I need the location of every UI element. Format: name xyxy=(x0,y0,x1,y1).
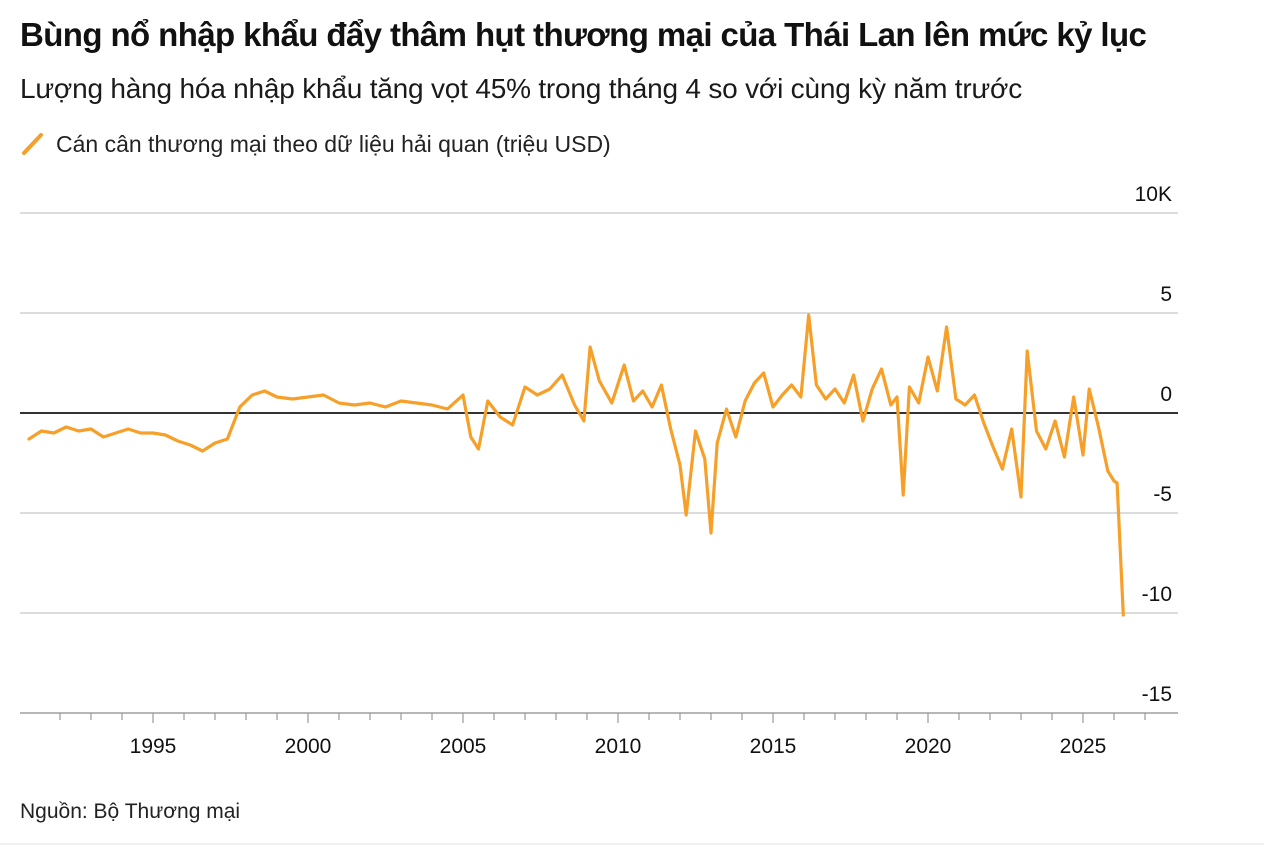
chart-subtitle: Lượng hàng hóa nhập khẩu tăng vọt 45% tr… xyxy=(20,73,1023,104)
x-tick-label-2010: 2010 xyxy=(595,735,642,758)
x-tick-label-1995: 1995 xyxy=(130,735,177,758)
x-tick-label-2005: 2005 xyxy=(440,735,487,758)
x-tick-label-2020: 2020 xyxy=(905,735,952,758)
y-tick-label-1: 5 xyxy=(1160,283,1172,306)
trade-balance-chart: 10K 5 0 -5 -10 -15 1995 2000 2005 2010 2015 2020 202… xyxy=(20,183,1178,758)
legend-line-icon xyxy=(22,133,43,155)
chart-title: Bùng nổ nhập khẩu đẩy thâm hụt thương mạ… xyxy=(20,16,1147,53)
source-note: Nguồn: Bộ Thương mại xyxy=(20,800,241,823)
x-tick-label-2000: 2000 xyxy=(285,735,332,758)
y-tick-label-2: 0 xyxy=(1160,383,1172,406)
legend: Cán cân thương mại theo dữ liệu hải quan… xyxy=(20,129,611,159)
y-tick-label-4: -10 xyxy=(1142,583,1172,606)
y-tick-label-5: -15 xyxy=(1142,683,1172,706)
legend-label: Cán cân thương mại theo dữ liệu hải quan… xyxy=(56,130,611,157)
trade-balance-line xyxy=(27,313,1125,617)
y-tick-label-0: 10K xyxy=(1135,183,1172,206)
x-tick-label-2015: 2015 xyxy=(750,735,797,758)
y-tick-label-3: -5 xyxy=(1153,483,1172,506)
bottom-divider xyxy=(0,843,1264,845)
x-tick-label-2025: 2025 xyxy=(1060,735,1107,758)
